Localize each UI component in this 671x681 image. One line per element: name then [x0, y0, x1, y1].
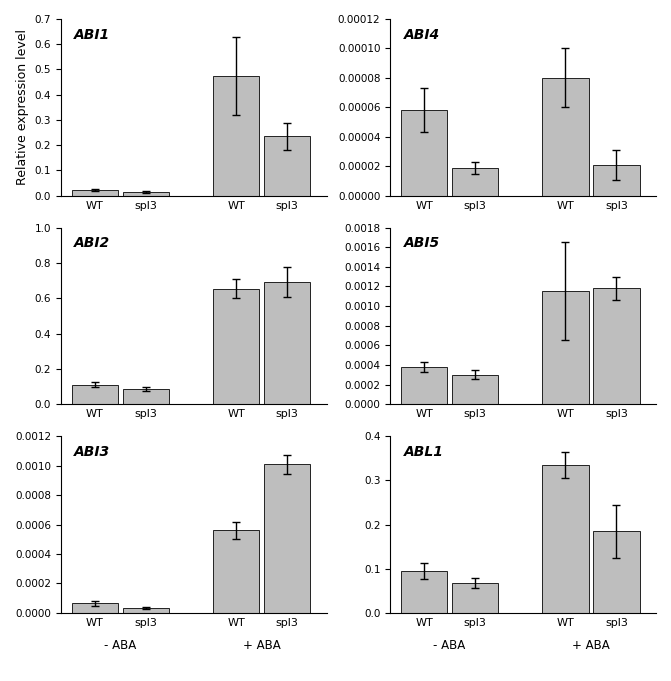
- Bar: [452, 168, 498, 195]
- Text: + ABA: + ABA: [572, 639, 610, 652]
- Text: - ABA: - ABA: [433, 639, 466, 652]
- Bar: [452, 375, 498, 405]
- Bar: [593, 165, 639, 195]
- Bar: [72, 385, 118, 405]
- Bar: [72, 190, 118, 195]
- Bar: [213, 76, 260, 195]
- Bar: [542, 291, 588, 405]
- Text: ABI1: ABI1: [74, 28, 110, 42]
- Bar: [264, 464, 310, 613]
- Text: ABI4: ABI4: [403, 28, 440, 42]
- Bar: [593, 289, 639, 405]
- Bar: [123, 607, 169, 613]
- Text: + ABA: + ABA: [243, 639, 280, 652]
- Text: ABI2: ABI2: [74, 236, 110, 251]
- Text: ABL1: ABL1: [403, 445, 444, 459]
- Text: ABI3: ABI3: [74, 445, 110, 459]
- Y-axis label: Relative expression level: Relative expression level: [16, 29, 29, 185]
- Bar: [72, 603, 118, 613]
- Bar: [213, 530, 260, 613]
- Bar: [213, 289, 260, 405]
- Bar: [123, 192, 169, 195]
- Bar: [593, 531, 639, 613]
- Bar: [542, 465, 588, 613]
- Text: ABI5: ABI5: [403, 236, 440, 251]
- Bar: [401, 110, 448, 195]
- Bar: [542, 78, 588, 195]
- Bar: [452, 583, 498, 613]
- Text: - ABA: - ABA: [104, 639, 136, 652]
- Bar: [401, 367, 448, 405]
- Bar: [264, 136, 310, 195]
- Bar: [401, 571, 448, 613]
- Bar: [123, 390, 169, 405]
- Bar: [264, 283, 310, 405]
